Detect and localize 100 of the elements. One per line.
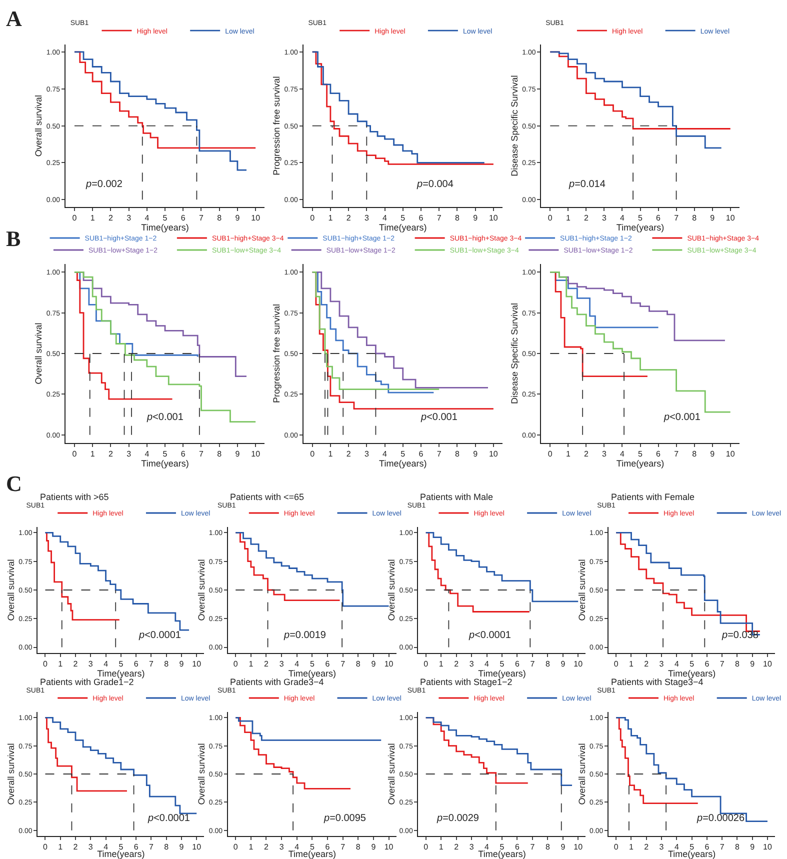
y-axis-title: Disease Specific Survival xyxy=(509,75,520,176)
x-tick-label: 6 xyxy=(180,450,186,459)
x-tick-label: 6 xyxy=(180,214,186,223)
x-tick-label: 1 xyxy=(90,214,96,223)
x-tick-label: 9 xyxy=(371,660,376,669)
x-tick-label: 6 xyxy=(134,842,139,852)
x-tick-label: 0 xyxy=(310,450,316,459)
x-tick-label: 9 xyxy=(710,214,716,223)
x-tick-label: 0 xyxy=(548,450,553,459)
x-tick-label: 10 xyxy=(726,214,736,223)
x-tick-label: 0 xyxy=(310,214,316,223)
x-axis-title: Time(years) xyxy=(288,849,336,859)
x-tick-label: 3 xyxy=(88,842,94,852)
x-tick-label: 1 xyxy=(438,660,444,669)
y-axis-title: Overall survival xyxy=(386,743,397,805)
x-tick-label: 2 xyxy=(264,660,270,669)
x-tick-label: 6 xyxy=(515,660,520,669)
x-tick-label: 2 xyxy=(644,660,650,669)
x-tick-label: 2 xyxy=(346,214,352,223)
x-tick-label: 8 xyxy=(356,842,361,852)
x-tick-label: 0 xyxy=(424,842,429,852)
x-tick-label: 5 xyxy=(310,660,315,669)
x-tick-label: 5 xyxy=(118,660,124,669)
chart-title: Patients with Stage3−4 xyxy=(611,677,704,687)
y-axis-title: Overall survival xyxy=(576,743,587,805)
y-axis-title: Progression free survival xyxy=(272,304,282,404)
x-tick-label: 10 xyxy=(488,450,498,459)
x-tick-label: 0 xyxy=(72,450,78,459)
x-tick-label: 6 xyxy=(656,214,662,223)
x-tick-label: 0 xyxy=(233,842,238,852)
x-tick-label: 7 xyxy=(199,214,204,223)
x-axis-title: Time(years) xyxy=(478,849,526,859)
x-tick-label: 0 xyxy=(43,842,48,852)
x-tick-label: 8 xyxy=(692,214,698,223)
x-tick-label: 4 xyxy=(144,450,150,459)
x-tick-label: 3 xyxy=(126,214,132,223)
x-tick-label: 7 xyxy=(148,660,154,669)
x-tick-label: 5 xyxy=(690,842,695,852)
x-tick-label: 8 xyxy=(217,450,222,459)
x-tick-label: 8 xyxy=(734,660,740,669)
x-tick-label: 3 xyxy=(364,450,370,459)
chart-title: Patients with <=65 xyxy=(230,492,304,502)
annotation: p<0.0001 xyxy=(147,813,190,824)
x-tick-label: 5 xyxy=(400,450,406,459)
x-tick-label: 9 xyxy=(179,660,184,669)
x-axis-title: Time(years) xyxy=(141,458,189,469)
x-tick-label: 4 xyxy=(104,660,109,669)
x-tick-label: 7 xyxy=(720,660,725,669)
x-tick-label: 3 xyxy=(659,842,664,852)
x-tick-label: 2 xyxy=(108,214,114,223)
text: A xyxy=(6,6,22,31)
x-tick-label: 5 xyxy=(500,660,505,669)
x-tick-label: 9 xyxy=(560,660,566,669)
x-axis-title: Time(years) xyxy=(478,668,526,679)
x-tick-label: 8 xyxy=(454,214,460,223)
x-tick-label: 10 xyxy=(251,214,261,223)
x-tick-label: 6 xyxy=(704,842,710,852)
x-tick-label: 9 xyxy=(473,214,478,223)
x-tick-label: 10 xyxy=(488,214,498,223)
x-tick-label: 1 xyxy=(328,450,334,459)
x-tick-label: 7 xyxy=(148,842,154,852)
annotation: p=0.00026 xyxy=(696,813,745,824)
x-tick-label: 3 xyxy=(469,660,474,669)
annotation: p<0.0001 xyxy=(138,630,182,641)
x-tick-label: 2 xyxy=(584,450,589,459)
x-tick-label: 1 xyxy=(629,660,634,669)
x-tick-label: 9 xyxy=(750,660,756,669)
x-tick-label: 2 xyxy=(73,660,78,669)
x-tick-label: 1 xyxy=(629,842,634,852)
x-tick-label: 3 xyxy=(469,842,474,852)
x-axis-title: Time(years) xyxy=(97,849,145,859)
y-axis-title: Overall survival xyxy=(34,322,44,384)
x-tick-label: 7 xyxy=(720,842,725,852)
x-tick-label: 10 xyxy=(763,660,772,669)
x-tick-label: 10 xyxy=(763,842,772,852)
annotation: p=0.002 xyxy=(85,179,123,190)
x-tick-label: 1 xyxy=(328,214,334,223)
x-tick-label: 0 xyxy=(424,660,429,669)
x-tick-label: 2 xyxy=(584,214,589,223)
x-tick-label: 6 xyxy=(656,450,662,459)
x-tick-label: 9 xyxy=(179,842,184,852)
x-tick-label: 7 xyxy=(436,450,442,459)
x-tick-label: 5 xyxy=(638,214,644,223)
x-tick-label: 8 xyxy=(164,660,170,669)
x-tick-label: 4 xyxy=(294,660,300,669)
y-axis-title: Overall survival xyxy=(34,95,44,157)
x-tick-label: 4 xyxy=(674,842,680,852)
x-tick-label: 8 xyxy=(692,450,698,459)
x-tick-label: 8 xyxy=(356,660,361,669)
x-tick-label: 1 xyxy=(438,842,444,852)
x-tick-label: 3 xyxy=(364,214,370,223)
annotation: p=0.038 xyxy=(721,630,759,641)
y-axis-title: Overall survival xyxy=(196,559,206,621)
x-tick-label: 0 xyxy=(233,660,238,669)
x-tick-label: 7 xyxy=(674,450,680,459)
x-tick-label: 3 xyxy=(279,842,284,852)
x-tick-label: 6 xyxy=(134,660,139,669)
x-tick-label: 1 xyxy=(248,660,254,669)
x-tick-label: 0 xyxy=(614,842,619,852)
x-tick-label: 5 xyxy=(118,842,124,852)
